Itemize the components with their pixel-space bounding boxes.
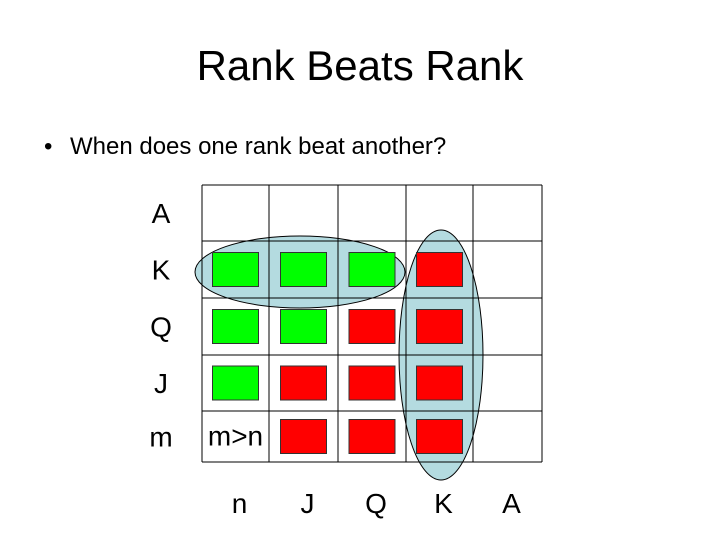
row-label: J — [154, 368, 168, 399]
cell-red-square — [416, 419, 463, 454]
column-label: J — [301, 488, 315, 519]
column-label: A — [502, 488, 521, 519]
cell-green-square — [348, 252, 396, 287]
cell-red-square — [280, 419, 327, 454]
column-label: Q — [365, 488, 387, 519]
cell-red-square — [348, 309, 396, 344]
slide-title: Rank Beats Rank — [196, 42, 524, 89]
cell-red-square — [416, 309, 463, 344]
row-label: m — [149, 422, 172, 453]
corner-label: m>n — [208, 421, 263, 452]
row-label: K — [152, 255, 171, 286]
row-label: A — [152, 198, 171, 229]
cell-green-square — [212, 309, 259, 344]
bullet-point: • When does one rank beat another? — [44, 133, 446, 161]
column-label: n — [232, 488, 248, 519]
cell-green-square — [212, 252, 259, 287]
cell-green-square — [280, 252, 327, 287]
cell-red-square — [280, 365, 327, 401]
cell-green-square — [212, 365, 259, 401]
column-label: K — [434, 488, 453, 519]
cell-red-square — [416, 365, 463, 401]
bullet-text: When does one rank beat another? — [70, 133, 447, 160]
row-label: Q — [150, 312, 172, 343]
cell-red-square — [348, 365, 396, 401]
cell-green-square — [280, 309, 327, 344]
cell-red-square — [348, 419, 396, 454]
cell-red-square — [416, 252, 463, 287]
bullet-icon: • — [44, 133, 53, 160]
